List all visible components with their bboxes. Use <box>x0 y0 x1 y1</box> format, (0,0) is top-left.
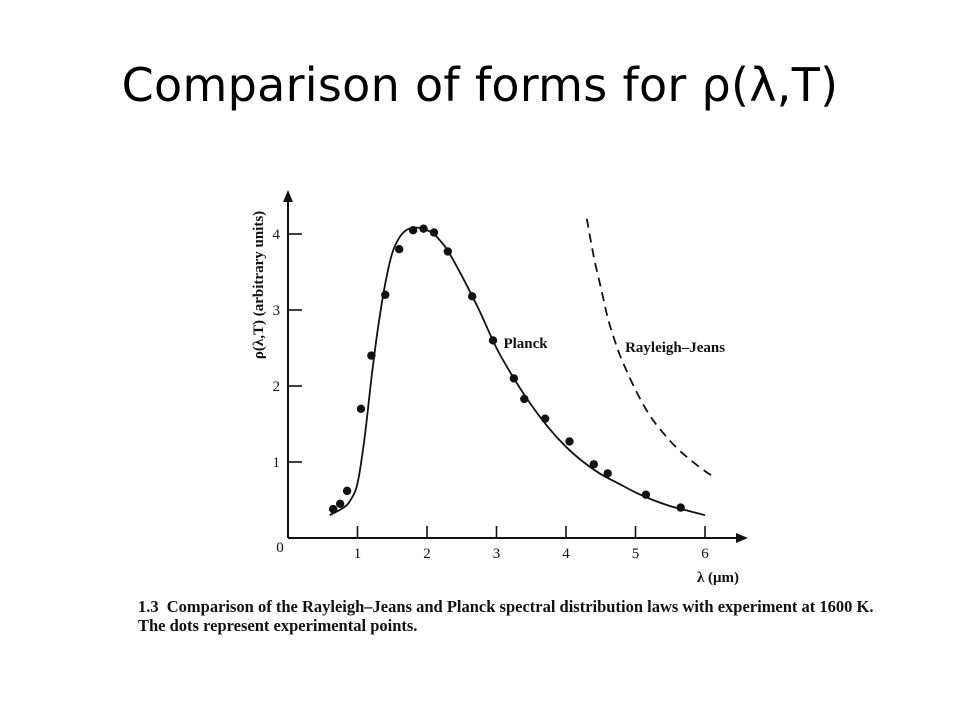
origin-label: 0 <box>276 540 284 556</box>
experimental-point <box>565 437 574 446</box>
y-axis-arrow <box>283 190 293 202</box>
curves <box>329 218 713 517</box>
axes <box>283 190 748 543</box>
experimental-point <box>328 504 338 514</box>
figure-caption-text: Comparison of the Rayleigh–Jeans and Pla… <box>138 597 874 635</box>
experimental-point <box>408 226 418 235</box>
experimental-point <box>335 499 345 508</box>
y-tick-label: 3 <box>273 303 281 319</box>
slide-title: Comparison of forms for ρ(λ,T) <box>121 58 839 112</box>
experimental-point <box>356 404 366 413</box>
y-tick-label: 2 <box>273 379 281 395</box>
experimental-point <box>520 394 529 404</box>
figure-number: 1.3 <box>138 597 159 616</box>
experimental-point <box>429 228 439 237</box>
experimental-points <box>328 224 685 514</box>
x-tick-label: 6 <box>701 546 709 562</box>
annotation-rayleigh-jeans: Rayleigh–Jeans <box>625 340 725 356</box>
x-axis-arrow <box>736 533 748 543</box>
experimental-point <box>381 290 390 299</box>
figure-caption: 1.3 Comparison of the Rayleigh–Jeans and… <box>138 597 898 635</box>
experimental-point <box>488 336 498 345</box>
annotation-planck: Planck <box>503 336 548 352</box>
x-tick-label: 1 <box>354 546 362 562</box>
experimental-point <box>419 224 428 233</box>
planck-curve <box>329 226 706 517</box>
experimental-point <box>467 292 477 301</box>
experimental-point <box>676 503 685 512</box>
experimental-point <box>342 486 352 496</box>
x-tick-label: 5 <box>632 546 640 562</box>
y-tick-label: 1 <box>273 455 281 471</box>
experimental-point <box>395 245 404 254</box>
chart-labels: 1 2 3 4 5 6 0 1 2 3 4 λ (μm) ρ(λ,T) (arbitrary units… <box>251 211 739 586</box>
x-axis-label: λ (μm) <box>697 570 739 586</box>
x-tick-label: 3 <box>493 546 501 562</box>
y-tick-label: 4 <box>273 227 281 243</box>
experimental-point <box>641 490 651 499</box>
y-axis-label: ρ(λ,T) (arbitrary units) <box>251 211 267 359</box>
experimental-point <box>540 414 550 423</box>
experimental-point <box>443 247 453 256</box>
experimental-point <box>589 460 598 469</box>
experimental-point <box>509 374 519 383</box>
experimental-point <box>603 469 612 478</box>
experimental-point <box>367 351 376 360</box>
x-tick-label: 2 <box>423 546 431 562</box>
x-tick-label: 4 <box>562 546 570 562</box>
